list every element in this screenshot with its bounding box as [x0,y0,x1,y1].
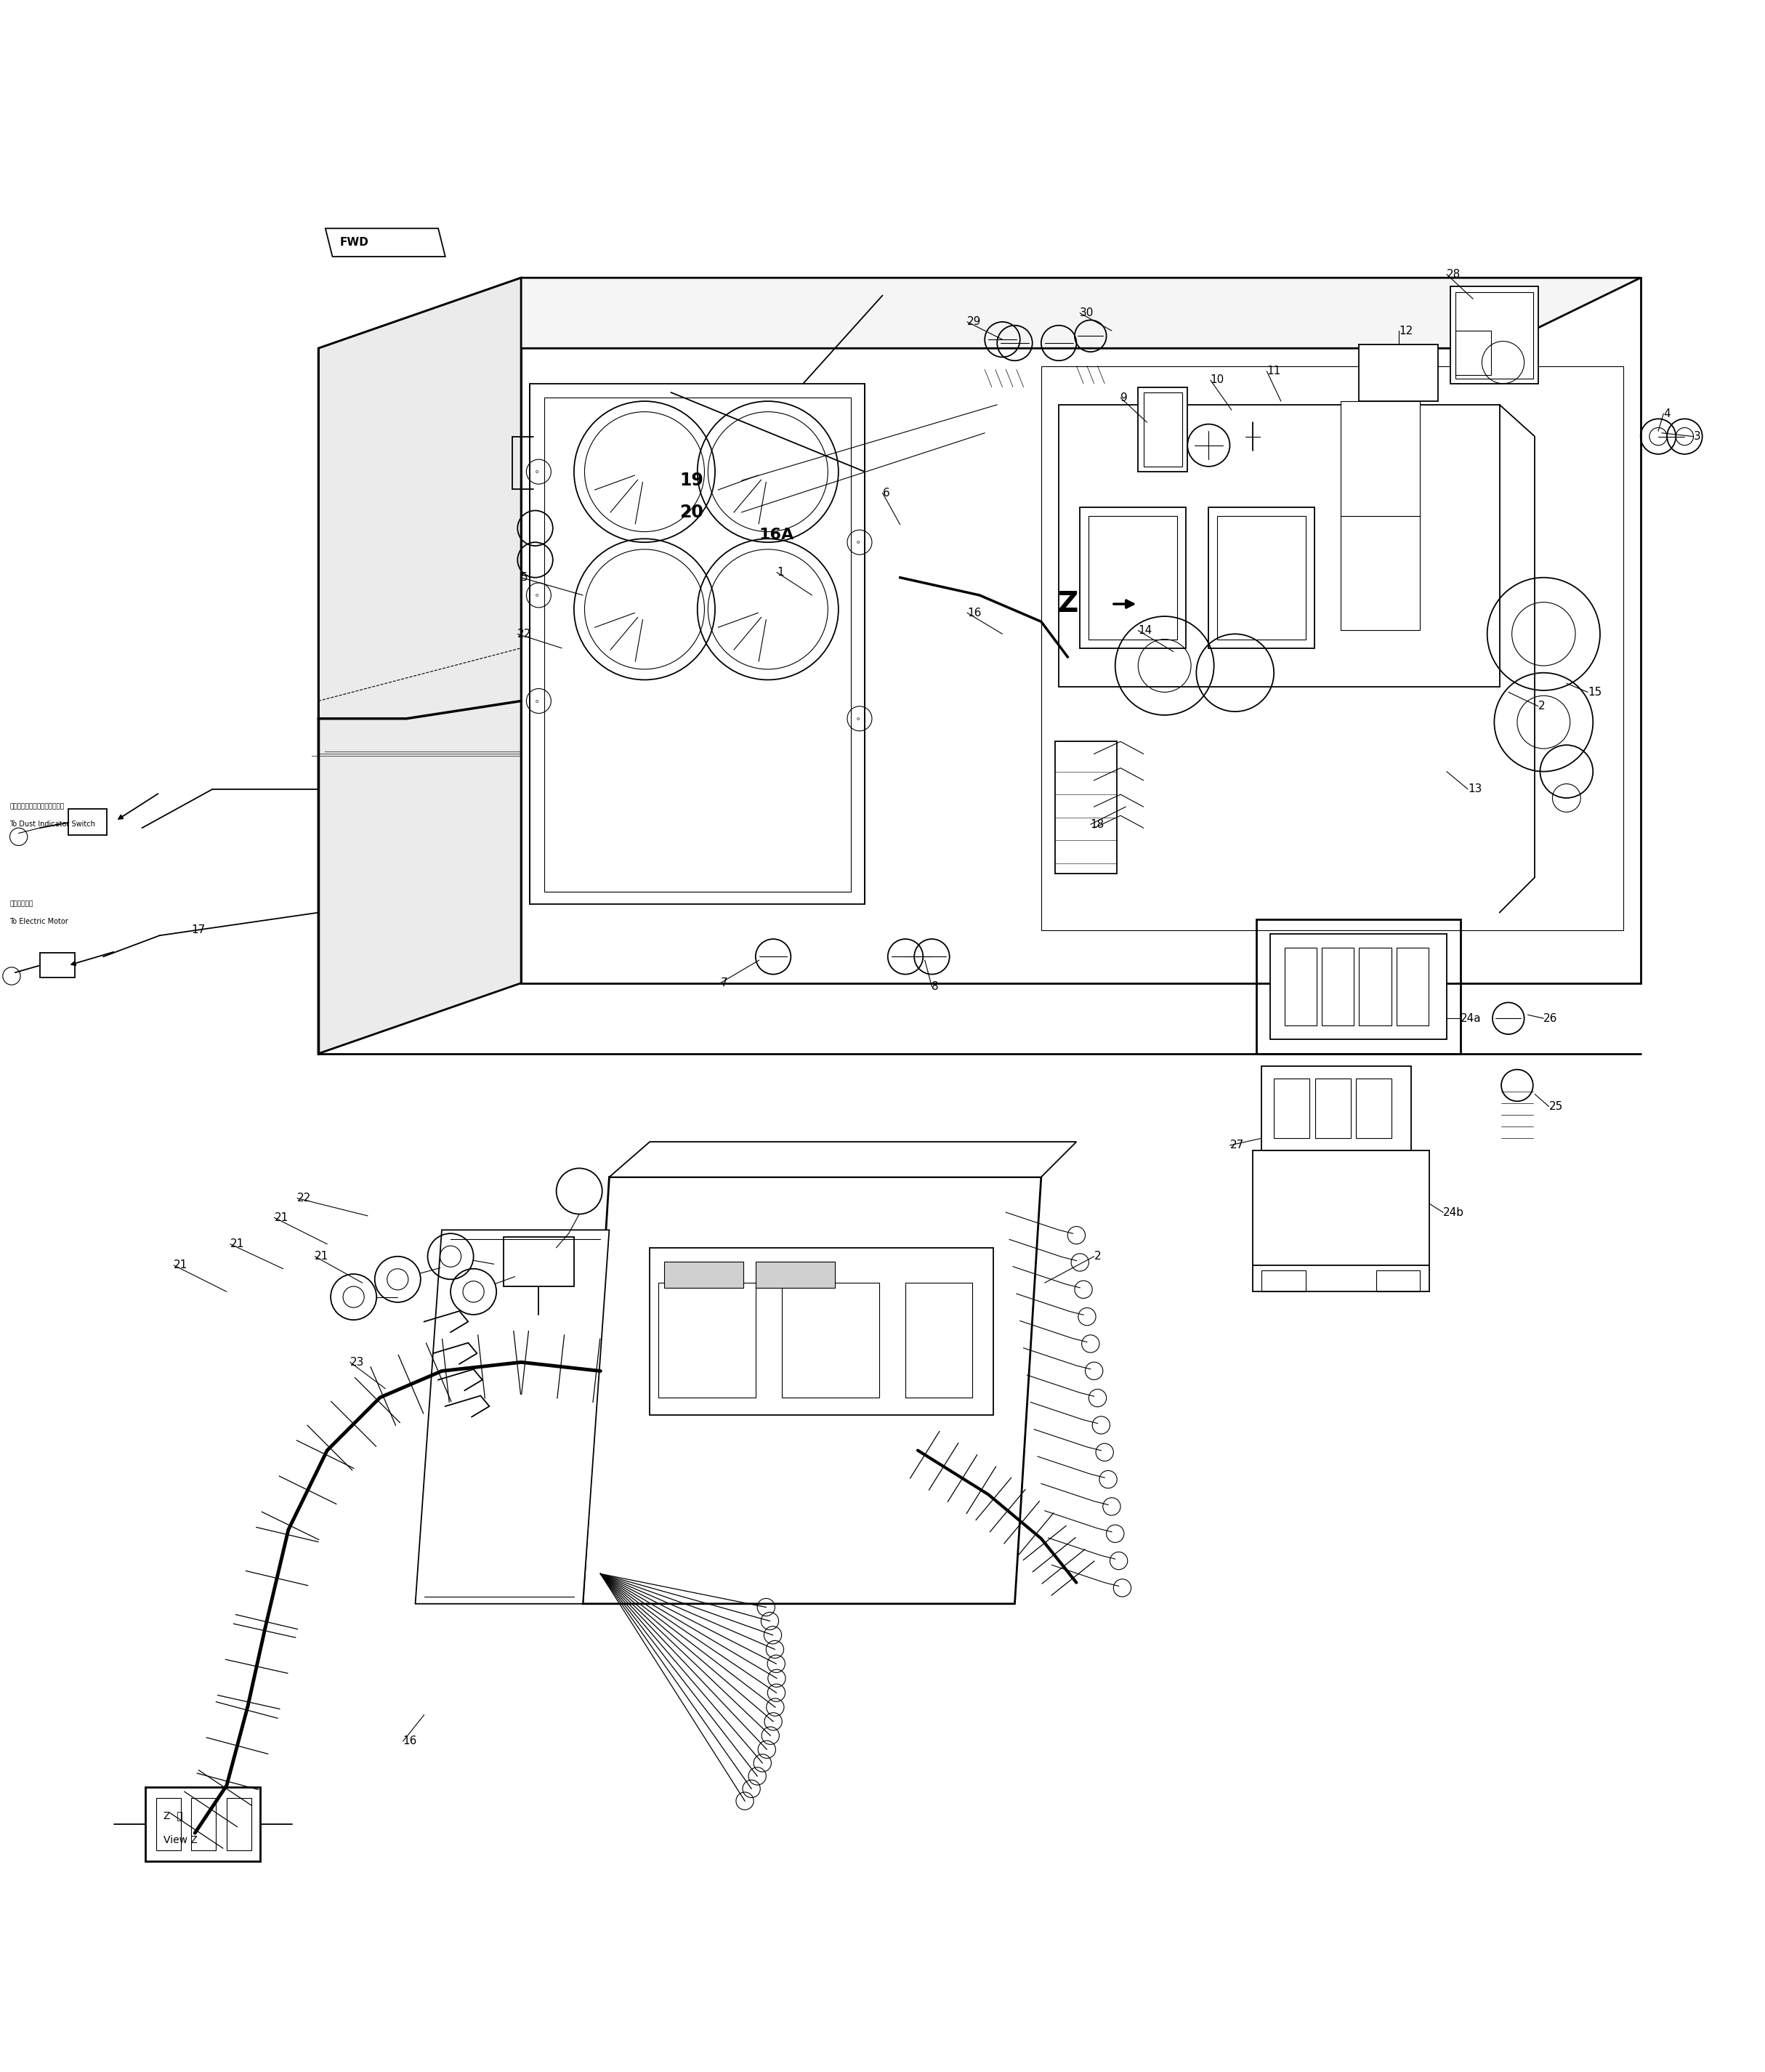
Bar [1456,332,1491,375]
Bar [1080,508,1186,649]
Bar [145,1788,259,1861]
Bar [503,1237,574,1287]
Polygon shape [609,1142,1077,1177]
Bar [1274,1077,1310,1138]
Bar [1262,1270,1306,1291]
Bar [1359,344,1438,402]
Bar [905,1283,973,1397]
Bar [155,1798,180,1850]
Polygon shape [415,1231,609,1604]
Bar [1209,508,1315,649]
Text: 6: 6 [882,487,890,499]
Text: o: o [856,541,860,545]
Text: To Dust Indicator Switch: To Dust Indicator Switch [11,821,95,829]
Text: 21: 21 [229,1239,244,1249]
Text: 25: 25 [1550,1100,1562,1113]
Bar [664,1262,743,1289]
Text: 28: 28 [1447,269,1461,280]
Text: 9: 9 [1121,392,1128,404]
Bar [1456,292,1534,379]
Polygon shape [325,228,445,257]
Text: Z  視: Z 視 [162,1811,182,1821]
Bar [1055,742,1117,874]
Text: o: o [535,593,538,597]
Text: 11: 11 [1267,367,1281,377]
Text: 24b: 24b [1444,1206,1465,1218]
Bar [1138,387,1188,472]
Bar [782,1283,879,1397]
Bar [69,808,108,835]
Bar [1253,1150,1430,1266]
Bar [1218,516,1306,640]
Text: 16: 16 [402,1736,417,1747]
Text: o: o [856,717,860,721]
Bar [1396,947,1428,1026]
Text: 21: 21 [173,1260,187,1270]
Text: 17: 17 [191,924,205,937]
Bar [1285,947,1317,1026]
Bar [1315,1077,1350,1138]
Text: 23: 23 [349,1357,364,1368]
Text: 1: 1 [777,568,784,578]
Text: 21: 21 [314,1251,328,1262]
Text: 14: 14 [1138,626,1153,636]
Text: 13: 13 [1468,783,1483,794]
Bar [1377,1270,1421,1291]
Text: 26: 26 [1544,1013,1558,1024]
Bar [226,1798,251,1850]
Bar [1341,516,1421,630]
Bar [1322,947,1354,1026]
Text: 27: 27 [1230,1140,1244,1150]
Text: 22: 22 [297,1193,311,1204]
Text: FWD: FWD [339,236,369,249]
Text: 3: 3 [1693,431,1700,441]
Text: 16A: 16A [759,528,794,543]
Text: 8: 8 [932,982,939,992]
Text: 2: 2 [1539,700,1546,711]
Bar [191,1798,215,1850]
Text: 12: 12 [1400,325,1414,336]
Bar [1257,920,1461,1055]
Bar [1359,947,1391,1026]
Polygon shape [521,278,1641,982]
Text: 16: 16 [967,607,981,617]
Text: Z: Z [1057,591,1078,617]
Text: 2: 2 [1094,1251,1101,1262]
Text: 7: 7 [720,978,727,988]
Bar [1451,286,1539,383]
Polygon shape [318,278,1641,348]
Bar [1356,1077,1391,1138]
Text: 18: 18 [1091,818,1105,831]
Text: 10: 10 [1211,375,1225,385]
Bar [1271,934,1447,1040]
Text: 20: 20 [680,503,704,520]
Bar [1341,402,1421,516]
Polygon shape [318,278,521,1055]
Text: 24a: 24a [1461,1013,1481,1024]
Text: o: o [535,698,538,702]
Text: 30: 30 [1080,307,1094,319]
Text: 15: 15 [1588,686,1601,698]
Text: 21: 21 [274,1212,288,1222]
Text: View Z: View Z [162,1836,198,1846]
Text: To Electric Motor: To Electric Motor [11,918,69,924]
Text: 5: 5 [521,572,528,582]
Text: 19: 19 [680,472,704,489]
Text: 29: 29 [967,317,981,327]
Text: ダストインジケータスイッチへ: ダストインジケータスイッチへ [11,804,65,810]
Bar [41,953,76,978]
Polygon shape [529,383,865,903]
Bar [755,1262,835,1289]
Text: o: o [535,470,538,474]
Bar [1144,392,1183,466]
Text: 4: 4 [1663,408,1670,419]
Text: 22: 22 [517,628,531,640]
Bar [650,1247,994,1415]
Text: 電動モータへ: 電動モータへ [11,901,34,908]
Polygon shape [582,1177,1041,1604]
Bar [658,1283,755,1397]
Bar [1089,516,1177,640]
Bar [1262,1065,1412,1150]
